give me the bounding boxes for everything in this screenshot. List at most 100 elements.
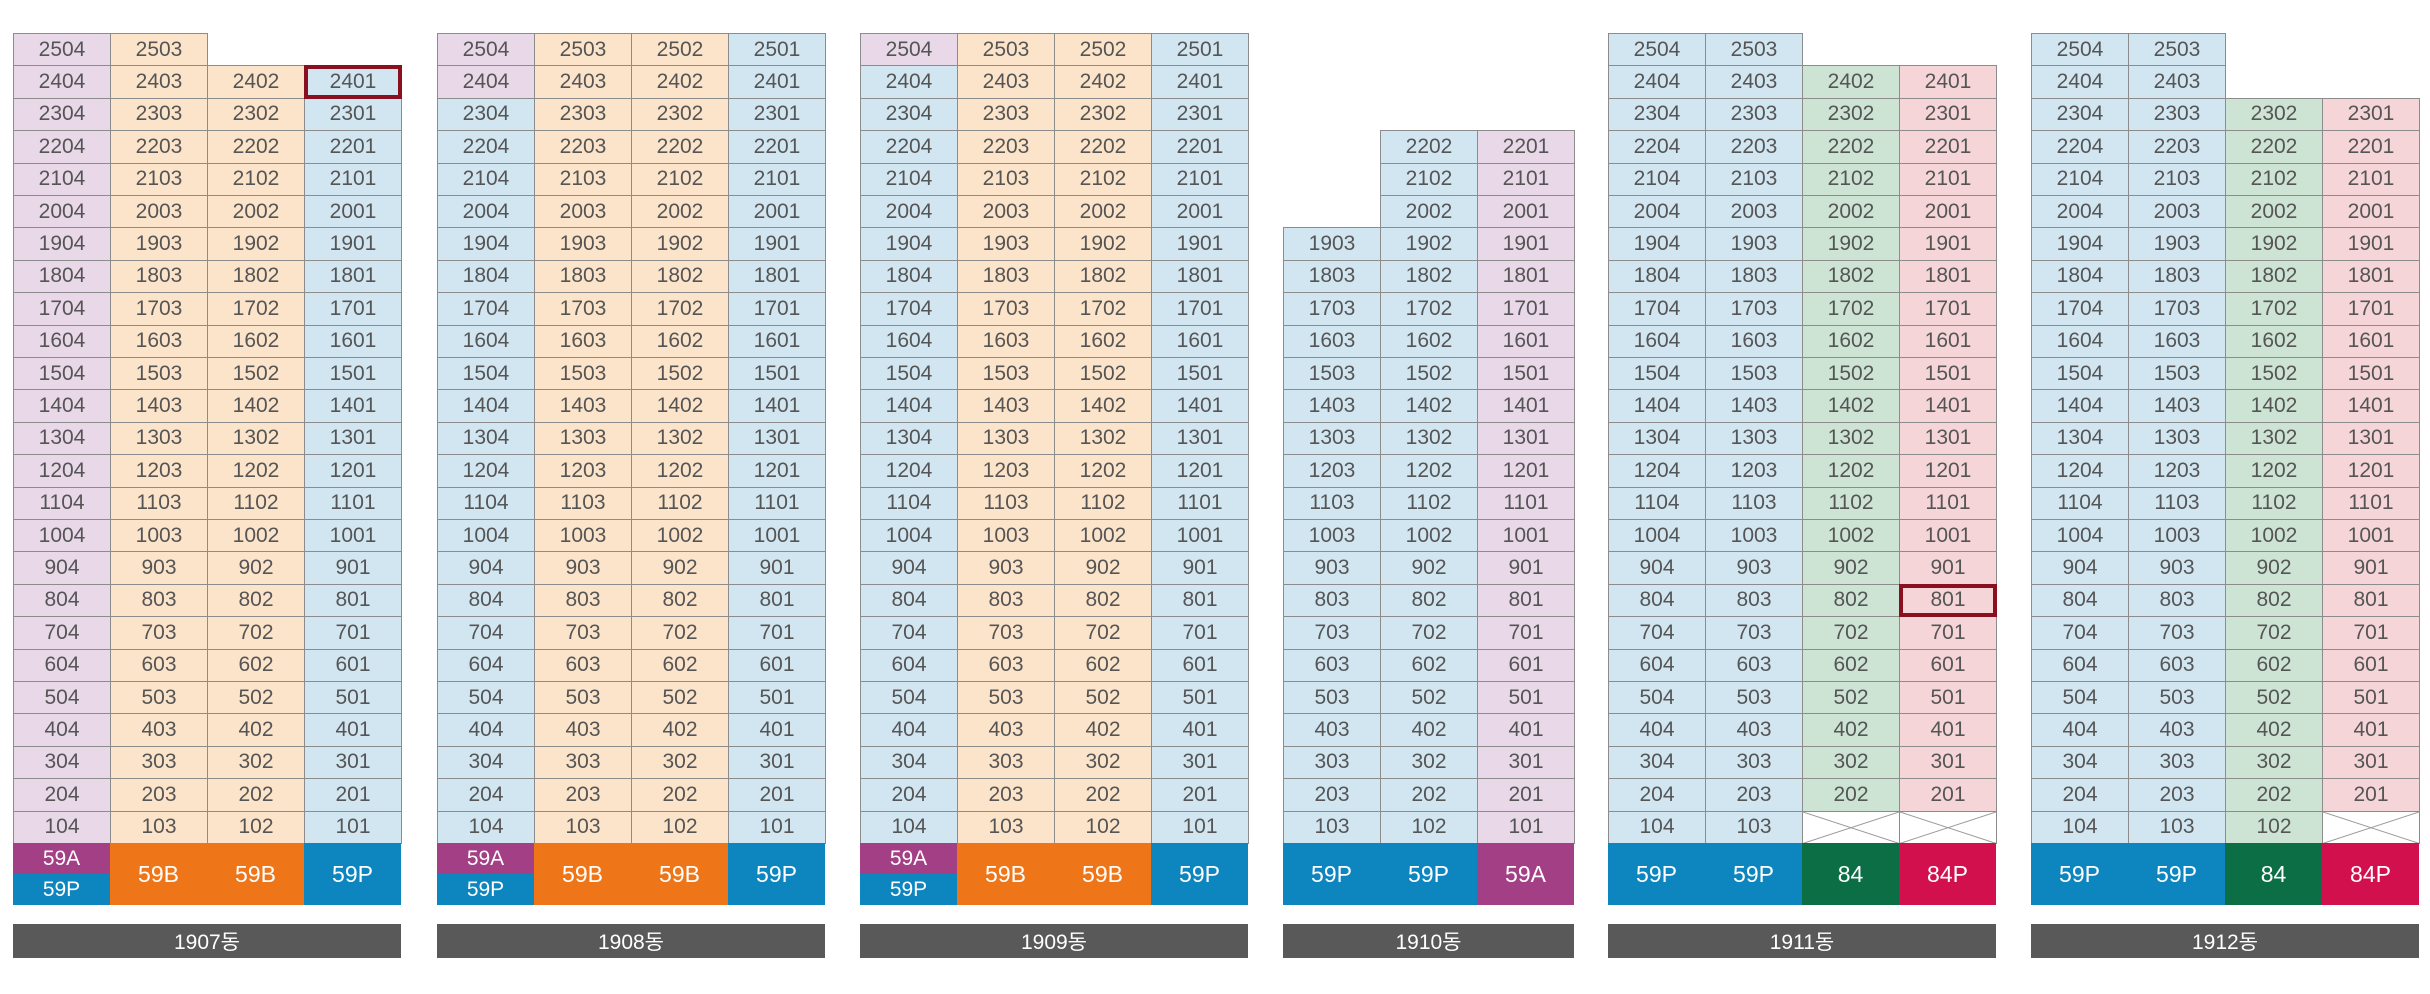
unit-2003[interactable]: 2003 — [1705, 195, 1803, 229]
unit-1404[interactable]: 1404 — [860, 389, 958, 423]
unit-1503[interactable]: 1503 — [1705, 357, 1803, 391]
unit-801[interactable]: 801 — [1477, 583, 1575, 618]
unit-2503[interactable]: 2503 — [957, 33, 1055, 67]
unit-1604[interactable]: 1604 — [2031, 324, 2129, 358]
unit-2002[interactable]: 2002 — [631, 195, 729, 229]
unit-303[interactable]: 303 — [1705, 745, 1803, 780]
unit-504[interactable]: 504 — [13, 681, 111, 715]
unit-2002[interactable]: 2002 — [1380, 195, 1478, 229]
unit-1202[interactable]: 1202 — [631, 454, 729, 488]
unit-2504[interactable]: 2504 — [2031, 33, 2129, 67]
unit-2001[interactable]: 2001 — [1151, 195, 1249, 229]
unit-502[interactable]: 502 — [1802, 681, 1900, 715]
unit-603[interactable]: 603 — [534, 648, 632, 682]
unit-1804[interactable]: 1804 — [860, 259, 958, 294]
unit-2003[interactable]: 2003 — [534, 195, 632, 229]
unit-401[interactable]: 401 — [304, 713, 402, 747]
unit-2101[interactable]: 2101 — [2322, 162, 2420, 196]
unit-1502[interactable]: 1502 — [1054, 357, 1152, 391]
unit-1301[interactable]: 1301 — [1899, 421, 1997, 456]
unit-1502[interactable]: 1502 — [631, 357, 729, 391]
unit-2403[interactable]: 2403 — [110, 65, 208, 99]
unit-904[interactable]: 904 — [437, 551, 535, 585]
unit-1201[interactable]: 1201 — [2322, 454, 2420, 488]
unit-203[interactable]: 203 — [957, 778, 1055, 812]
unit-1301[interactable]: 1301 — [728, 421, 826, 456]
unit-204[interactable]: 204 — [1608, 778, 1706, 812]
unit-1501[interactable]: 1501 — [1151, 357, 1249, 391]
unit-1001[interactable]: 1001 — [728, 519, 826, 553]
unit-303[interactable]: 303 — [1283, 745, 1381, 780]
unit-1202[interactable]: 1202 — [1054, 454, 1152, 488]
unit-2202[interactable]: 2202 — [1054, 130, 1152, 164]
unit-2301[interactable]: 2301 — [304, 97, 402, 132]
unit-702[interactable]: 702 — [631, 616, 729, 650]
unit-901[interactable]: 901 — [1899, 551, 1997, 585]
unit-902[interactable]: 902 — [631, 551, 729, 585]
unit-1504[interactable]: 1504 — [13, 357, 111, 391]
unit-901[interactable]: 901 — [1151, 551, 1249, 585]
unit-1601[interactable]: 1601 — [728, 324, 826, 358]
unit-2101[interactable]: 2101 — [1151, 162, 1249, 196]
unit-2303[interactable]: 2303 — [2128, 97, 2226, 132]
unit-1201[interactable]: 1201 — [1899, 454, 1997, 488]
unit-1002[interactable]: 1002 — [1054, 519, 1152, 553]
unit-1301[interactable]: 1301 — [2322, 421, 2420, 456]
unit-702[interactable]: 702 — [2225, 616, 2323, 650]
unit-2504[interactable]: 2504 — [1608, 33, 1706, 67]
unit-1904[interactable]: 1904 — [860, 227, 958, 261]
unit-604[interactable]: 604 — [1608, 648, 1706, 682]
unit-1002[interactable]: 1002 — [1380, 519, 1478, 553]
unit-1603[interactable]: 1603 — [1283, 324, 1381, 358]
unit-1103[interactable]: 1103 — [957, 486, 1055, 520]
unit-1403[interactable]: 1403 — [2128, 389, 2226, 423]
unit-2302[interactable]: 2302 — [1054, 97, 1152, 132]
unit-1003[interactable]: 1003 — [534, 519, 632, 553]
unit-903[interactable]: 903 — [957, 551, 1055, 585]
unit-503[interactable]: 503 — [2128, 681, 2226, 715]
unit-2302[interactable]: 2302 — [1802, 97, 1900, 132]
unit-301[interactable]: 301 — [2322, 745, 2420, 780]
unit-1801[interactable]: 1801 — [304, 259, 402, 294]
unit-2404[interactable]: 2404 — [860, 65, 958, 99]
unit-402[interactable]: 402 — [2225, 713, 2323, 747]
unit-1604[interactable]: 1604 — [13, 324, 111, 358]
unit-2303[interactable]: 2303 — [1705, 97, 1803, 132]
unit-1901[interactable]: 1901 — [728, 227, 826, 261]
unit-1901[interactable]: 1901 — [1151, 227, 1249, 261]
unit-1004[interactable]: 1004 — [437, 519, 535, 553]
unit-1302[interactable]: 1302 — [631, 421, 729, 456]
unit-1003[interactable]: 1003 — [110, 519, 208, 553]
unit-1704[interactable]: 1704 — [13, 292, 111, 326]
unit-2501[interactable]: 2501 — [1151, 33, 1249, 67]
unit-1101[interactable]: 1101 — [1477, 486, 1575, 520]
unit-1202[interactable]: 1202 — [1380, 454, 1478, 488]
unit-1004[interactable]: 1004 — [1608, 519, 1706, 553]
unit-1402[interactable]: 1402 — [1802, 389, 1900, 423]
unit-1601[interactable]: 1601 — [1151, 324, 1249, 358]
unit-702[interactable]: 702 — [1380, 616, 1478, 650]
unit-1701[interactable]: 1701 — [1151, 292, 1249, 326]
unit-1301[interactable]: 1301 — [304, 421, 402, 456]
unit-902[interactable]: 902 — [207, 551, 305, 585]
unit-2302[interactable]: 2302 — [631, 97, 729, 132]
unit-2002[interactable]: 2002 — [207, 195, 305, 229]
unit-1204[interactable]: 1204 — [860, 454, 958, 488]
unit-1804[interactable]: 1804 — [2031, 259, 2129, 294]
unit-2001[interactable]: 2001 — [2322, 195, 2420, 229]
unit-1502[interactable]: 1502 — [207, 357, 305, 391]
unit-2301[interactable]: 2301 — [2322, 97, 2420, 132]
unit-704[interactable]: 704 — [437, 616, 535, 650]
unit-502[interactable]: 502 — [1380, 681, 1478, 715]
unit-1203[interactable]: 1203 — [534, 454, 632, 488]
unit-1001[interactable]: 1001 — [1151, 519, 1249, 553]
unit-1402[interactable]: 1402 — [2225, 389, 2323, 423]
unit-901[interactable]: 901 — [2322, 551, 2420, 585]
unit-603[interactable]: 603 — [1283, 648, 1381, 682]
unit-1304[interactable]: 1304 — [2031, 421, 2129, 456]
unit-1002[interactable]: 1002 — [631, 519, 729, 553]
unit-1701[interactable]: 1701 — [1899, 292, 1997, 326]
unit-501[interactable]: 501 — [304, 681, 402, 715]
unit-1901[interactable]: 1901 — [1899, 227, 1997, 261]
unit-103[interactable]: 103 — [110, 810, 208, 844]
